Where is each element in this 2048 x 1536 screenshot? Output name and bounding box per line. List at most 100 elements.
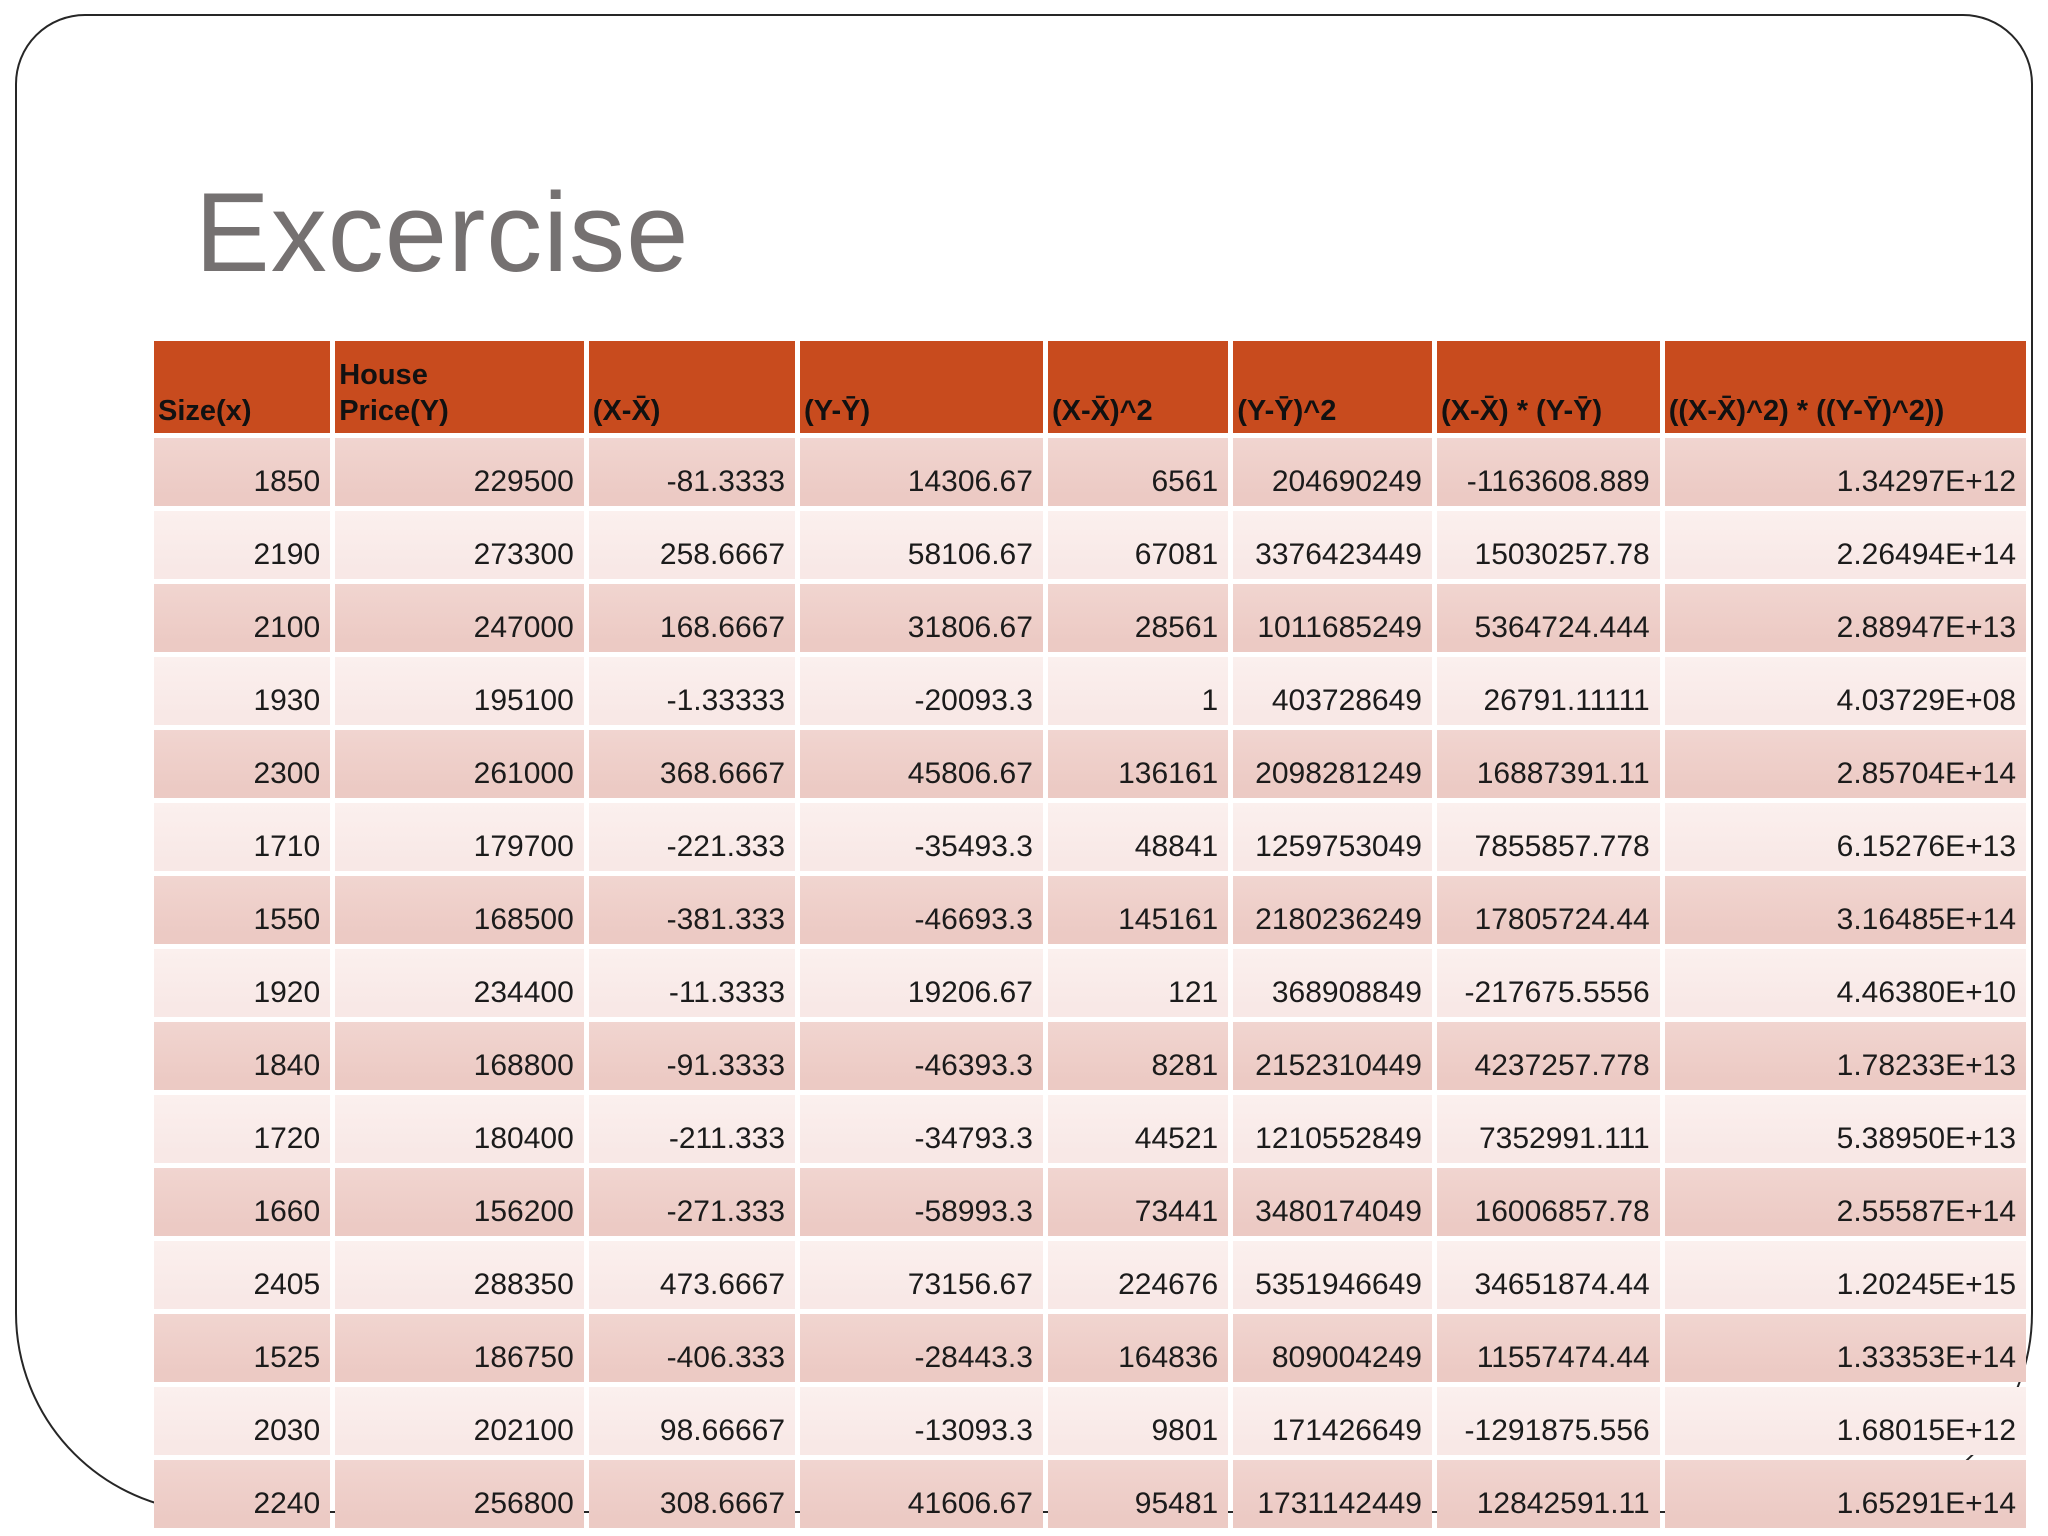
table-cell: 2.26494E+14 <box>1664 511 2026 579</box>
table-cell: 1660 <box>154 1168 331 1236</box>
table-row: 2100 247000 168.6667 31806.67 28561 101168524… <box>154 584 2026 652</box>
table-cell: 2300 <box>154 730 331 798</box>
table-cell: 8281 <box>1047 1022 1229 1090</box>
table-cell: 229500 <box>335 438 584 506</box>
exercise-table: Size(x) House Price(Y) (X-X̄) (Y-Ȳ) (X-X̄)^… <box>149 336 2031 1533</box>
table-cell: 1.33353E+14 <box>1664 1314 2026 1382</box>
table-cell: 7855857.778 <box>1437 803 1660 871</box>
table-cell: 247000 <box>335 584 584 652</box>
table-cell: 256800 <box>335 1460 584 1528</box>
table-cell: -34793.3 <box>800 1095 1043 1163</box>
table-cell: 168800 <box>335 1022 584 1090</box>
column-header: House Price(Y) <box>335 341 584 433</box>
column-header: (X-X̄) <box>588 341 796 433</box>
table-cell: 1720 <box>154 1095 331 1163</box>
table-cell: 2.88947E+13 <box>1664 584 2026 652</box>
table-cell: -1291875.556 <box>1437 1387 1660 1455</box>
table-cell: 3376423449 <box>1233 511 1432 579</box>
table-cell: -35493.3 <box>800 803 1043 871</box>
table-cell: 58106.67 <box>800 511 1043 579</box>
table-cell: 179700 <box>335 803 584 871</box>
table-cell: 288350 <box>335 1241 584 1309</box>
column-header: (X-X̄)^2 <box>1047 341 1229 433</box>
table-cell: 202100 <box>335 1387 584 1455</box>
table-cell: 308.6667 <box>588 1460 796 1528</box>
table-cell: -20093.3 <box>800 657 1043 725</box>
table-cell: 44521 <box>1047 1095 1229 1163</box>
table-cell: 809004249 <box>1233 1314 1432 1382</box>
table-row: 1525 186750 -406.333 -28443.3 164836 80900424… <box>154 1314 2026 1382</box>
table-cell: 34651874.44 <box>1437 1241 1660 1309</box>
table-cell: 136161 <box>1047 730 1229 798</box>
column-header: ((X-X̄)^2) * ((Y-Ȳ)^2)) <box>1664 341 2026 433</box>
column-header: (Y-Ȳ) <box>800 341 1043 433</box>
table-cell: 258.6667 <box>588 511 796 579</box>
table-cell: 1210552849 <box>1233 1095 1432 1163</box>
table-row: 1850 229500 -81.3333 14306.67 6561 204690249-… <box>154 438 2026 506</box>
table-cell: 4.46380E+10 <box>1664 949 2026 1017</box>
table-cell: 234400 <box>335 949 584 1017</box>
table-cell: -58993.3 <box>800 1168 1043 1236</box>
table-cell: -221.333 <box>588 803 796 871</box>
table-cell: 204690249 <box>1233 438 1432 506</box>
table-row: 1840 168800 -91.3333 -46393.3 8281 2152310449… <box>154 1022 2026 1090</box>
table-cell: 168500 <box>335 876 584 944</box>
table-cell: 5364724.444 <box>1437 584 1660 652</box>
table-body: 1850 229500 -81.3333 14306.67 6561 204690249-… <box>154 438 2026 1528</box>
table-cell: 1710 <box>154 803 331 871</box>
table-cell: 2030 <box>154 1387 331 1455</box>
table-cell: 164836 <box>1047 1314 1229 1382</box>
table-cell: 368.6667 <box>588 730 796 798</box>
table-cell: -406.333 <box>588 1314 796 1382</box>
column-header: (Y-Ȳ)^2 <box>1233 341 1432 433</box>
table-cell: 1550 <box>154 876 331 944</box>
table-cell: 261000 <box>335 730 584 798</box>
table-row: 1710 179700 -221.333 -35493.3 48841 125975304… <box>154 803 2026 871</box>
table-cell: 11557474.44 <box>1437 1314 1660 1382</box>
table-cell: 41606.67 <box>800 1460 1043 1528</box>
table-cell: 4237257.778 <box>1437 1022 1660 1090</box>
table-cell: 2180236249 <box>1233 876 1432 944</box>
table-cell: 2100 <box>154 584 331 652</box>
table-cell: 15030257.78 <box>1437 511 1660 579</box>
table-cell: -91.3333 <box>588 1022 796 1090</box>
table-cell: 14306.67 <box>800 438 1043 506</box>
table-row: 2405 288350 473.6667 73156.67 224676 53519466… <box>154 1241 2026 1309</box>
table-cell: 9801 <box>1047 1387 1229 1455</box>
table-cell: 1 <box>1047 657 1229 725</box>
table-cell: 171426649 <box>1233 1387 1432 1455</box>
table-header-row: Size(x) House Price(Y) (X-X̄) (Y-Ȳ) (X-X̄)^… <box>154 341 2026 433</box>
table-cell: 48841 <box>1047 803 1229 871</box>
table-cell: 1840 <box>154 1022 331 1090</box>
table-cell: 1920 <box>154 949 331 1017</box>
table-row: 1550 168500 -381.333 -46693.3 145161 21802362… <box>154 876 2026 944</box>
table-cell: 26791.11111 <box>1437 657 1660 725</box>
table-cell: 1.34297E+12 <box>1664 438 2026 506</box>
table-cell: 45806.67 <box>800 730 1043 798</box>
table-cell: 1525 <box>154 1314 331 1382</box>
table-cell: 95481 <box>1047 1460 1229 1528</box>
table-cell: -211.333 <box>588 1095 796 1163</box>
slide-frame: Excercise Size(x) House Price(Y) (X-X̄) (Y-… <box>15 14 2033 1528</box>
table-cell: 73156.67 <box>800 1241 1043 1309</box>
table-row: 2030 202100 98.66667 -13093.3 9801 171426649-… <box>154 1387 2026 1455</box>
table-cell: 73441 <box>1047 1168 1229 1236</box>
table-row: 1920 234400 -11.3333 19206.67 121 368908849 -2… <box>154 949 2026 1017</box>
table-cell: 1930 <box>154 657 331 725</box>
table-cell: 224676 <box>1047 1241 1229 1309</box>
table-cell: 1.68015E+12 <box>1664 1387 2026 1455</box>
table-cell: 7352991.111 <box>1437 1095 1660 1163</box>
table-cell: 180400 <box>335 1095 584 1163</box>
table-cell: 168.6667 <box>588 584 796 652</box>
table-cell: 368908849 <box>1233 949 1432 1017</box>
table-cell: 2098281249 <box>1233 730 1432 798</box>
table-cell: 4.03729E+08 <box>1664 657 2026 725</box>
table-cell: 1.65291E+14 <box>1664 1460 2026 1528</box>
table-cell: 16887391.11 <box>1437 730 1660 798</box>
table-header: Size(x) House Price(Y) (X-X̄) (Y-Ȳ) (X-X̄)^… <box>154 341 2026 433</box>
table-cell: 67081 <box>1047 511 1229 579</box>
table-cell: 145161 <box>1047 876 1229 944</box>
table-cell: 121 <box>1047 949 1229 1017</box>
table-cell: 5351946649 <box>1233 1241 1432 1309</box>
table-cell: -46693.3 <box>800 876 1043 944</box>
